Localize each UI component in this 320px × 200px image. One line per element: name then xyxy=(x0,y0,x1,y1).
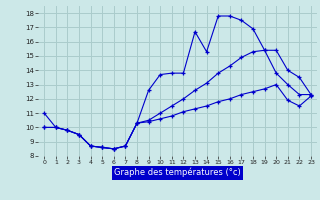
X-axis label: Graphe des températures (°c): Graphe des températures (°c) xyxy=(114,168,241,177)
